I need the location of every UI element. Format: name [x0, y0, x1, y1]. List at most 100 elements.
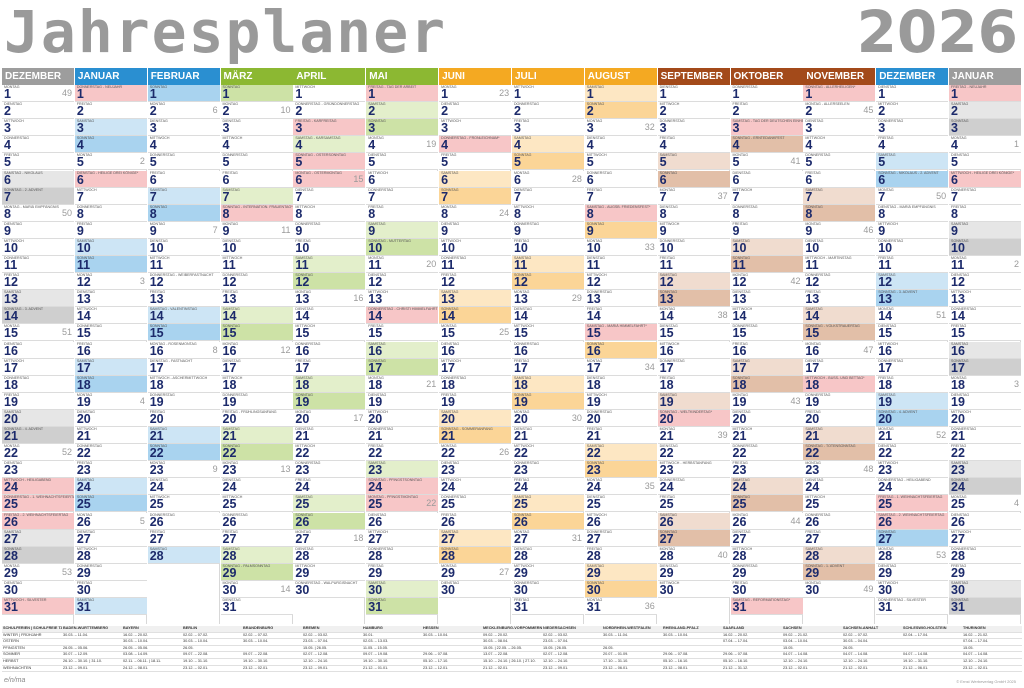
day-cell[interactable]: MITTWOCH 5 [584, 153, 657, 171]
day-cell[interactable]: FREITAG 17 [293, 358, 366, 376]
day-cell[interactable]: MITTWOCH 16 [876, 341, 949, 359]
day-cell[interactable]: SAMSTAG 3 [74, 119, 147, 137]
day-cell[interactable]: FREITAG 18 [876, 375, 949, 393]
day-cell[interactable]: MITTWOCH 8 [511, 204, 584, 222]
day-cell[interactable]: SAMSTAG 29 [584, 563, 657, 581]
day-cell[interactable]: MITTWOCH 24 [439, 478, 512, 496]
day-cell[interactable]: SONNTAG 15 [220, 324, 293, 342]
day-cell[interactable]: SAMSTAG 11 [511, 256, 584, 273]
day-cell[interactable]: FREITAG 23 [730, 461, 803, 479]
day-cell[interactable]: FREITAG 12 [439, 273, 512, 291]
day-cell[interactable]: DIENSTAG 19 [949, 392, 1022, 410]
day-cell[interactable]: MONTAG - OSTERMONTAG 6 15 [293, 170, 366, 188]
day-cell[interactable]: DONNERSTAG 11 [439, 256, 512, 273]
day-cell[interactable]: FREITAG 25 [657, 495, 730, 513]
day-cell[interactable]: MITTWOCH - BUSS- UND BETTAG* 18 [803, 375, 876, 393]
day-cell[interactable]: DIENSTAG 10 [803, 238, 876, 256]
day-cell[interactable]: FREITAG 31 [511, 598, 584, 615]
day-cell[interactable]: MITTWOCH 10 [2, 238, 74, 256]
day-cell[interactable]: FREITAG 15 [949, 324, 1022, 342]
day-cell[interactable]: SONNTAG 26 [511, 512, 584, 530]
day-cell[interactable]: MONTAG 9 11 [220, 221, 293, 239]
day-cell[interactable]: DIENSTAG 2 [439, 102, 512, 120]
day-cell[interactable]: SONNTAG 28 [439, 546, 512, 564]
day-cell[interactable]: DIENSTAG 16 [2, 341, 74, 359]
day-cell[interactable]: DONNERSTAG - GRÜNDONNERSTAG 2 [293, 102, 366, 120]
day-cell[interactable]: DIENSTAG 28 [511, 546, 584, 564]
day-cell[interactable]: FREITAG 7 [584, 187, 657, 205]
day-cell[interactable]: MITTWOCH 12 [584, 273, 657, 291]
day-cell[interactable]: MITTWOCH 20 [366, 409, 439, 427]
day-cell[interactable]: SONNTAG 16 [584, 341, 657, 359]
day-cell[interactable]: DONNERSTAG 15 [730, 324, 803, 342]
day-cell[interactable]: SAMSTAG 13 [439, 290, 512, 308]
day-cell[interactable]: DONNERSTAG 19 [803, 392, 876, 410]
day-cell[interactable]: MITTWOCH 10 [439, 238, 512, 256]
day-cell[interactable]: DONNERSTAG - WALPURGISNACHT 30 [293, 580, 366, 598]
day-cell[interactable]: DONNERSTAG 17 [657, 358, 730, 376]
day-cell[interactable]: MONTAG - ROSENMONTAG 16 8 [147, 341, 220, 359]
day-cell[interactable]: MONTAG 4 19 [366, 136, 439, 154]
day-cell[interactable]: MITTWOCH 16 [657, 341, 730, 359]
day-cell[interactable]: MITTWOCH 18 [220, 375, 293, 393]
day-cell[interactable]: SONNTAG - 3. ADVENT 13 [876, 290, 949, 308]
day-cell[interactable]: MONTAG 2 6 [147, 102, 220, 120]
day-cell[interactable]: DONNERSTAG 21 [366, 427, 439, 444]
day-cell[interactable]: SAMSTAG 9 [949, 221, 1022, 239]
day-cell[interactable]: SAMSTAG 2 [366, 102, 439, 120]
day-cell[interactable]: MONTAG 15 51 [2, 324, 74, 342]
day-cell[interactable]: SAMSTAG 28 [803, 546, 876, 564]
day-cell[interactable]: MONTAG 28 40 [657, 546, 730, 564]
day-cell[interactable]: MITTWOCH - SILVESTER 31 [2, 598, 74, 615]
day-cell[interactable]: MITTWOCH 15 [511, 324, 584, 342]
day-cell[interactable]: FREITAG 24 [511, 478, 584, 496]
day-cell[interactable]: FREITAG 11 [657, 256, 730, 273]
day-cell[interactable]: FREITAG 14 [584, 307, 657, 325]
day-cell[interactable]: FREITAG 13 [220, 290, 293, 308]
day-cell[interactable]: FREITAG 19 [2, 392, 74, 410]
day-cell[interactable]: DONNERSTAG 20 [584, 409, 657, 427]
day-cell[interactable]: SAMSTAG 24 [74, 478, 147, 496]
day-cell[interactable]: MITTWOCH 3 [439, 119, 512, 137]
day-cell[interactable]: SONNTAG 10 [949, 238, 1022, 256]
day-cell[interactable]: DONNERSTAG 4 [2, 136, 74, 154]
day-cell[interactable]: DONNERSTAG 5 [220, 153, 293, 171]
day-cell[interactable]: SAMSTAG 24 [730, 478, 803, 496]
day-cell[interactable]: SONNTAG - OSTERSONNTAG 5 [293, 153, 366, 171]
day-cell[interactable]: SAMSTAG 1 [584, 85, 657, 102]
day-cell[interactable]: SAMSTAG 5 [657, 153, 730, 171]
day-cell[interactable]: DONNERSTAG 26 [220, 512, 293, 530]
day-cell[interactable]: MONTAG 22 26 [439, 444, 512, 462]
day-cell[interactable]: SAMSTAG 7 [220, 187, 293, 205]
day-cell[interactable]: MITTWOCH 25 [147, 495, 220, 513]
day-cell[interactable]: DONNERSTAG 27 [584, 529, 657, 547]
day-cell[interactable]: SONNTAG 19 [293, 392, 366, 410]
day-cell[interactable]: MONTAG - MARIÄ EMPFÄNGNIS 8 50 [2, 204, 74, 222]
day-cell[interactable]: MITTWOCH 27 [366, 529, 439, 547]
day-cell[interactable]: SONNTAG - 4. ADVENT 20 [876, 409, 949, 427]
day-cell[interactable]: FREITAG 30 [730, 580, 803, 598]
day-cell[interactable]: SONNTAG - 3. ADVENT 14 [2, 307, 74, 325]
day-cell[interactable]: DIENSTAG 3 [803, 119, 876, 137]
day-cell[interactable]: FREITAG 6 [147, 170, 220, 188]
day-cell[interactable]: FREITAG 10 [511, 238, 584, 256]
day-cell[interactable]: MONTAG 12 42 [730, 273, 803, 291]
day-cell[interactable]: SAMSTAG 16 [949, 341, 1022, 359]
day-cell[interactable]: MONTAG 21 52 [876, 427, 949, 444]
day-cell[interactable]: DIENSTAG 1 [876, 85, 949, 102]
day-cell[interactable]: FREITAG 22 [949, 444, 1022, 462]
day-cell[interactable]: SONNTAG 11 [730, 256, 803, 273]
day-cell[interactable]: MITTWOCH - HEILIGABEND 24 [2, 478, 74, 496]
day-cell[interactable]: DONNERSTAG 17 [876, 358, 949, 376]
day-cell[interactable]: DONNERSTAG 25 [439, 495, 512, 513]
day-cell[interactable]: DONNERSTAG 12 [220, 273, 293, 291]
day-cell[interactable]: FREITAG 6 [803, 170, 876, 188]
day-cell[interactable]: SONNTAG 1 [220, 85, 293, 102]
day-cell[interactable]: SAMSTAG - 2. WEIHNACHTSFEIERTAG 26 [876, 512, 949, 530]
day-cell[interactable]: FREITAG 5 [2, 153, 74, 171]
day-cell[interactable]: MITTWOCH 28 [74, 546, 147, 564]
day-cell[interactable]: DIENSTAG 12 [949, 273, 1022, 291]
day-cell[interactable]: MITTWOCH 20 [949, 409, 1022, 427]
day-cell[interactable]: SONNTAG 27 [657, 529, 730, 547]
